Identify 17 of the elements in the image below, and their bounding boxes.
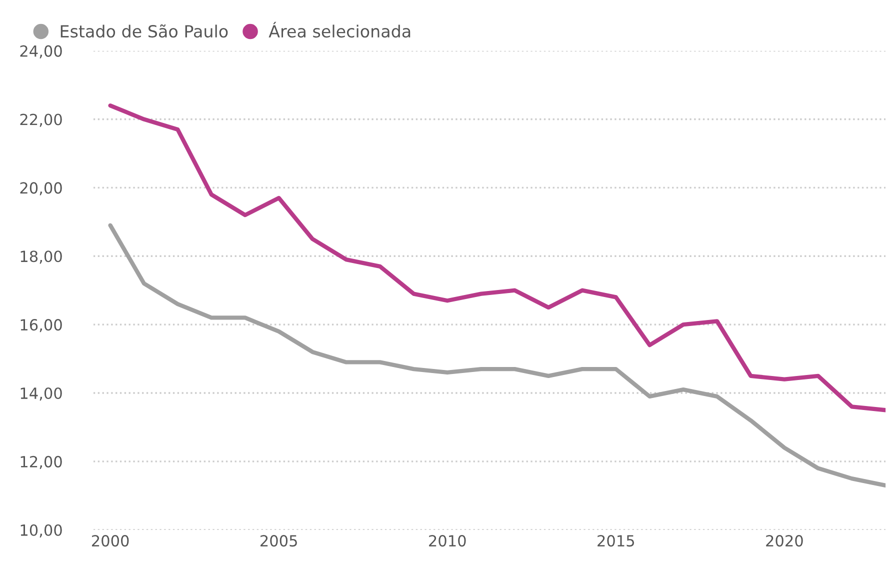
x-tick-label: 2015	[598, 535, 634, 547]
y-tick-label: 20,00	[20, 182, 62, 196]
x-tick-label: 2000	[92, 535, 129, 547]
line-series	[108, 103, 886, 412]
y-tick-label: 12,00	[20, 456, 62, 470]
line-series	[108, 223, 886, 488]
x-tick-label: 2005	[260, 535, 297, 547]
legend-label: Estado de São Paulo	[60, 24, 228, 38]
x-tick-label: 2010	[429, 535, 466, 547]
y-tick-label: 16,00	[20, 319, 62, 332]
y-tick-label: 10,00	[20, 524, 62, 538]
x-tick-label: 2020	[766, 535, 803, 547]
y-tick-label: 22,00	[20, 114, 62, 127]
legend-label: Área selecionada	[268, 22, 410, 38]
y-tick-label: 14,00	[20, 387, 62, 401]
y-tick-label: 18,00	[20, 250, 62, 264]
y-tick-label: 24,00	[20, 45, 62, 58]
